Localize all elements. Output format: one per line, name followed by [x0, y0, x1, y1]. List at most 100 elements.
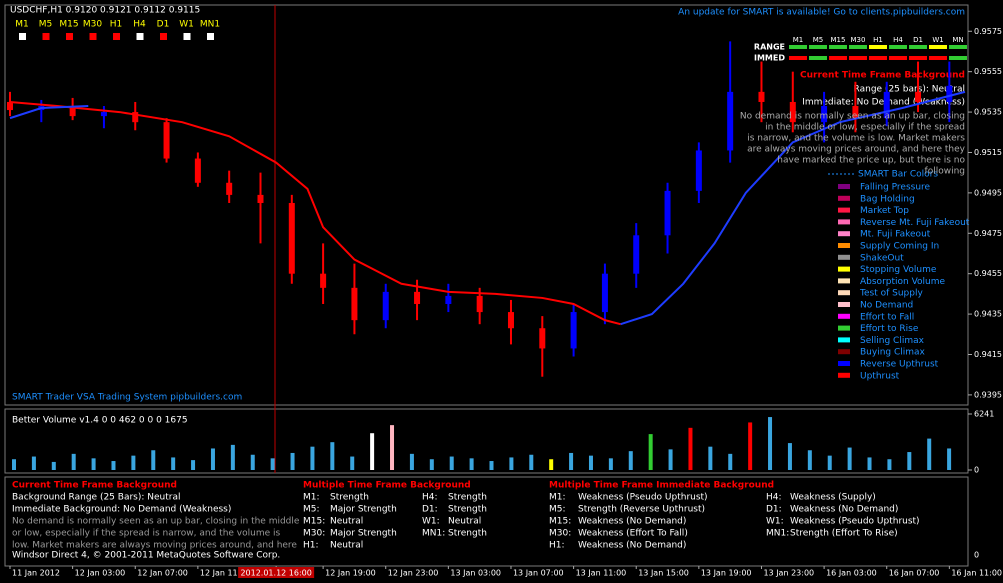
y-tick-label: 0.9495: [974, 188, 1002, 197]
volume-bar: [350, 456, 355, 470]
candle-body: [727, 91, 734, 151]
candle-body: [789, 101, 796, 123]
tf-name: M30:: [303, 529, 325, 539]
legend-swatch: [838, 302, 850, 307]
x-tick-label: 16 Jan 07:00: [889, 569, 940, 578]
tf-box: [160, 33, 167, 40]
y-tick-label: 0.9575: [974, 27, 1002, 36]
volume-bar: [887, 459, 892, 470]
volume-panel: [4, 408, 969, 474]
legend-label: Bag Holding: [860, 194, 915, 204]
candle-body: [883, 91, 890, 119]
candle-body: [539, 328, 546, 349]
volume-bar: [370, 433, 375, 470]
tf-status: Major Strength: [330, 529, 397, 539]
candle-body: [226, 182, 233, 195]
tf-label: D1: [157, 20, 170, 30]
legend-label: Test of Supply: [859, 289, 923, 299]
x-tick-label: 12 Jan 19:00: [325, 569, 376, 578]
tf-name: H4:: [422, 493, 438, 503]
tf-name: D1:: [422, 505, 438, 515]
info-line: Background Range (25 Bars): Neutral: [12, 493, 180, 503]
highlight: [238, 567, 315, 578]
overlay-title: Current Time Frame Background: [800, 71, 965, 81]
volume-bar: [827, 455, 832, 470]
candle-body: [570, 312, 577, 349]
tf-status: Weakness (Effort To Fall): [578, 529, 688, 539]
volume-bar: [807, 450, 812, 470]
volume-bar: [688, 427, 693, 470]
candle-body: [320, 273, 327, 288]
tf-label: H4: [133, 20, 146, 30]
volume-title: Better Volume v1.4 0 0 462 0 0 0 1675: [12, 416, 188, 426]
legend-swatch: [838, 254, 850, 260]
info-description: No demand is normally seen as an up bar,…: [12, 517, 300, 527]
range-bar: [789, 45, 807, 49]
legend-swatch: [838, 325, 850, 331]
mtf-header: MN: [952, 36, 963, 44]
volume-bar: [628, 451, 633, 470]
legend-label: Upthrust: [860, 371, 900, 381]
mtf-header: M1: [793, 36, 804, 44]
volume-bar: [529, 454, 534, 470]
legend-label: Stopping Volume: [860, 265, 937, 275]
legend-swatch: [838, 361, 850, 366]
x-tick-label: 13 Jan 11:00: [576, 569, 627, 578]
tf-status: Weakness (No Demand): [578, 517, 686, 527]
x-tick-label: 11 Jan 2012: [12, 569, 60, 578]
candle-body: [163, 122, 170, 159]
tf-label: W1: [179, 20, 194, 30]
tf-box: [19, 33, 26, 40]
overlay-description: No demand is normally seen as an up bar,…: [740, 112, 965, 122]
volume-bar: [907, 452, 912, 470]
update-notice: An update for SMART is available! Go to …: [678, 8, 965, 18]
candle-body: [476, 295, 483, 313]
x-tick-label: 13 Jan 15:00: [638, 569, 689, 578]
legend-label: ShakeOut: [860, 253, 904, 263]
range-bar: [949, 45, 967, 49]
legend-swatch: [838, 231, 850, 237]
overlay-description: have marked the price up, but there is n…: [777, 156, 965, 166]
candle-body: [100, 112, 107, 117]
x-tick-label: 13 Jan 19:00: [701, 569, 752, 578]
indicator-line: [9, 90, 966, 326]
candle-body: [507, 312, 514, 329]
volume-bar: [31, 456, 36, 470]
overlay-immediate: Immediate: No Demand (Weakness): [802, 98, 965, 108]
y-tick-label: 0.9395: [974, 390, 1002, 399]
tf-box: [183, 33, 191, 40]
immed-bar: [789, 56, 807, 60]
volume-bar: [588, 455, 593, 470]
volume-bar: [250, 454, 255, 470]
tf-status: Strength: [448, 529, 487, 539]
legend-swatch: [838, 195, 850, 201]
y-tick-label: 0.9435: [974, 310, 1002, 319]
volume-tick-label: 6241: [974, 410, 994, 419]
tf-status: Major Strength: [330, 505, 397, 515]
legend-label: Reverse Mt. Fuji Fakeout: [860, 218, 970, 228]
y-tick-label: 0.9475: [974, 229, 1002, 238]
tf-name: M5:: [549, 505, 566, 515]
info-description: low. Market makers are always moving pri…: [12, 541, 297, 551]
tf-status: Neutral: [330, 541, 363, 551]
legend-label: Selling Climax: [860, 336, 925, 346]
mtf-header: M15: [831, 36, 846, 44]
range-label: RANGE: [754, 43, 785, 52]
volume-bar: [409, 453, 414, 470]
volume-bar: [449, 456, 454, 470]
volume-bar: [469, 458, 474, 470]
tf-box: [42, 33, 50, 40]
info-background-title: Multiple Time Frame Background: [303, 481, 471, 491]
immed-bar: [949, 56, 967, 60]
tf-name: MN1:: [766, 529, 789, 539]
legend-swatch: [838, 278, 850, 284]
mtf-header: M30: [851, 36, 866, 44]
volume-bar: [171, 457, 176, 470]
tf-name: M30:: [549, 529, 571, 539]
volume-bar: [748, 422, 753, 470]
immed-bar: [929, 56, 947, 60]
tf-box: [66, 33, 73, 40]
tf-status: Neutral: [330, 517, 363, 527]
volume-bar: [51, 461, 56, 470]
